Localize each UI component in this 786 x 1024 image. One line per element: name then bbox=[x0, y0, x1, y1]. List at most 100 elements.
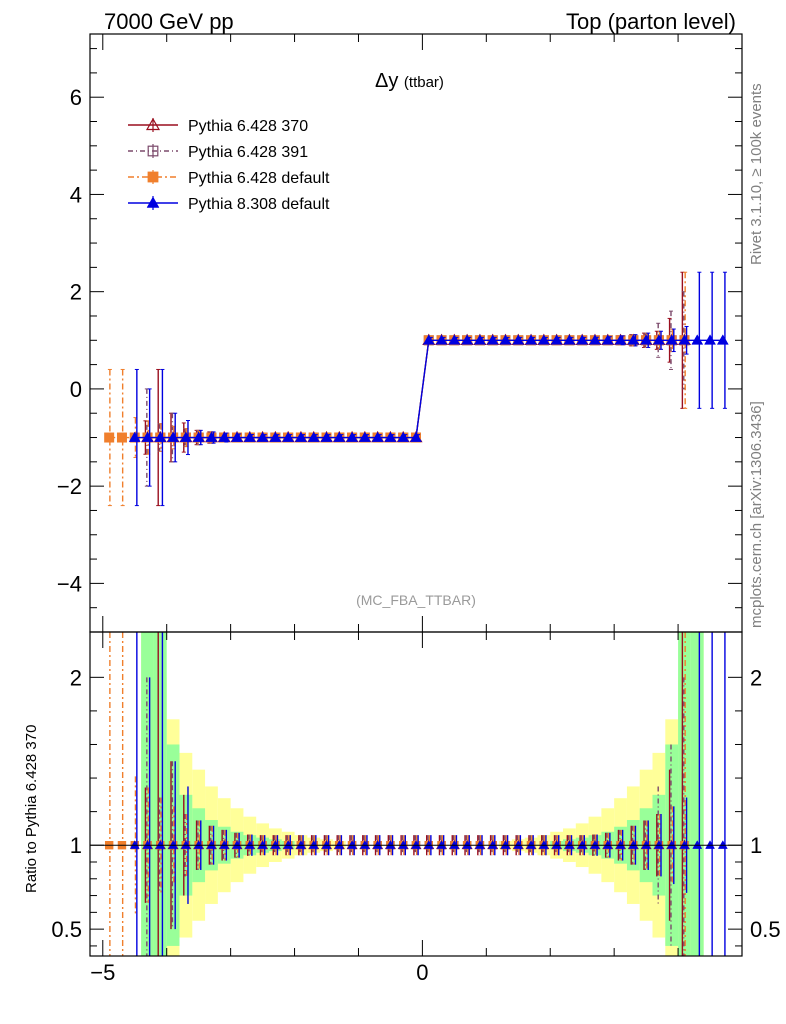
data-point bbox=[141, 431, 154, 442]
ratio-point bbox=[347, 840, 358, 849]
legend-label: Pythia 6.428 391 bbox=[188, 144, 308, 161]
legend: Pythia 6.428 370 Pythia 6.428 391 Pythia 6… bbox=[128, 117, 330, 213]
data-point bbox=[333, 431, 346, 442]
data-point bbox=[422, 334, 435, 345]
ratio-point bbox=[219, 840, 230, 849]
data-point bbox=[589, 334, 601, 345]
data-point bbox=[307, 431, 320, 442]
ratio-point bbox=[398, 840, 409, 849]
data-point bbox=[512, 334, 525, 345]
data-point bbox=[525, 334, 537, 345]
ratio-point bbox=[270, 840, 281, 849]
axes: −4 −2 0 2 4 6 0.5 0.5 1 1 2 2 −5 0 bbox=[51, 33, 781, 985]
x-tick-label: −5 bbox=[90, 960, 115, 985]
ratio-point bbox=[257, 840, 268, 849]
ratio-point bbox=[602, 840, 613, 849]
rivet-label: Rivet 3.1.10, ≥ 100k events bbox=[748, 83, 765, 265]
data-point bbox=[435, 334, 448, 345]
data-point bbox=[179, 431, 192, 442]
ratio-ylabel: Ratio to Pythia 6.428 370 bbox=[23, 725, 40, 893]
ratio-point bbox=[193, 840, 204, 849]
header-left: 7000 GeV pp bbox=[104, 9, 234, 34]
ratio-point bbox=[283, 840, 294, 849]
mcplots-label: mcplots.cern.ch [arXiv:1306.3436] bbox=[748, 401, 765, 628]
data-point bbox=[550, 334, 563, 345]
ratio-point bbox=[206, 840, 217, 849]
ratio-point bbox=[129, 840, 140, 849]
series-line bbox=[109, 339, 685, 439]
ratio-point bbox=[359, 840, 370, 849]
data-point bbox=[537, 334, 550, 345]
data-point bbox=[486, 334, 499, 345]
data-point bbox=[665, 334, 678, 345]
ratio-point bbox=[615, 840, 626, 849]
ratio-point bbox=[487, 840, 498, 849]
ratio-point bbox=[526, 840, 536, 849]
data-point bbox=[563, 334, 576, 345]
ratio-point bbox=[641, 840, 652, 849]
ratio-point bbox=[538, 840, 549, 849]
ratio-point bbox=[474, 840, 485, 849]
legend-label: Pythia 8.308 default bbox=[188, 196, 330, 213]
data-point bbox=[652, 334, 665, 345]
data-point bbox=[716, 334, 729, 345]
ratio-point bbox=[334, 840, 345, 849]
ratio-point bbox=[679, 840, 690, 849]
x-tick-label: 0 bbox=[416, 960, 428, 985]
data-point bbox=[243, 431, 256, 442]
ratio-point bbox=[232, 840, 242, 849]
ratio-point bbox=[513, 840, 524, 849]
data-point bbox=[448, 334, 461, 345]
ratio-point bbox=[628, 840, 639, 849]
data-point bbox=[116, 432, 127, 443]
y-tick-label: −4 bbox=[57, 571, 82, 596]
data-point bbox=[269, 431, 282, 442]
data-point bbox=[691, 334, 704, 345]
main-title: Δy (ttbar) bbox=[375, 70, 444, 92]
ratio-point bbox=[423, 840, 434, 849]
ratio-y-tick-label: 2 bbox=[70, 665, 82, 690]
y-tick-label: 6 bbox=[70, 85, 82, 110]
data-point bbox=[104, 432, 115, 443]
legend-marker bbox=[147, 145, 159, 157]
ratio-frame bbox=[89, 631, 743, 957]
data-point bbox=[640, 334, 653, 345]
ratio-point bbox=[244, 840, 255, 849]
data-point bbox=[384, 431, 397, 442]
ratio-point bbox=[155, 840, 166, 849]
data-point bbox=[256, 431, 269, 442]
data-point bbox=[346, 431, 359, 442]
legend-label: Pythia 6.428 370 bbox=[188, 118, 308, 135]
ratio-point bbox=[142, 840, 153, 849]
data-point bbox=[601, 334, 614, 345]
ratio-point bbox=[577, 840, 588, 849]
data-point bbox=[167, 431, 180, 442]
ratio-point bbox=[717, 840, 728, 849]
ratio-point bbox=[462, 840, 473, 849]
ratio-y-tick-label: 1 bbox=[70, 833, 82, 858]
data-point bbox=[231, 431, 243, 442]
ratio-point bbox=[180, 840, 191, 849]
data-point bbox=[295, 431, 307, 442]
ratio-y-tick-label: 0.5 bbox=[750, 917, 781, 942]
ratio-point bbox=[653, 840, 664, 849]
data-point bbox=[371, 431, 384, 442]
data-point bbox=[128, 431, 141, 442]
data-point bbox=[704, 334, 716, 345]
data-point bbox=[410, 431, 422, 442]
ratio-point bbox=[590, 840, 600, 849]
data-point bbox=[282, 431, 295, 442]
ratio-y-tick-label: 1 bbox=[750, 833, 762, 858]
ratio-point bbox=[385, 840, 396, 849]
ratio-point bbox=[168, 840, 179, 849]
data-point bbox=[576, 334, 589, 345]
data-point bbox=[614, 334, 627, 345]
ratio-point bbox=[666, 840, 677, 849]
main-series bbox=[104, 271, 729, 507]
ratio-point bbox=[692, 840, 703, 849]
ratio-point bbox=[500, 840, 511, 849]
legend-marker bbox=[146, 196, 160, 208]
data-point bbox=[358, 431, 371, 442]
ratio-point bbox=[411, 840, 421, 849]
